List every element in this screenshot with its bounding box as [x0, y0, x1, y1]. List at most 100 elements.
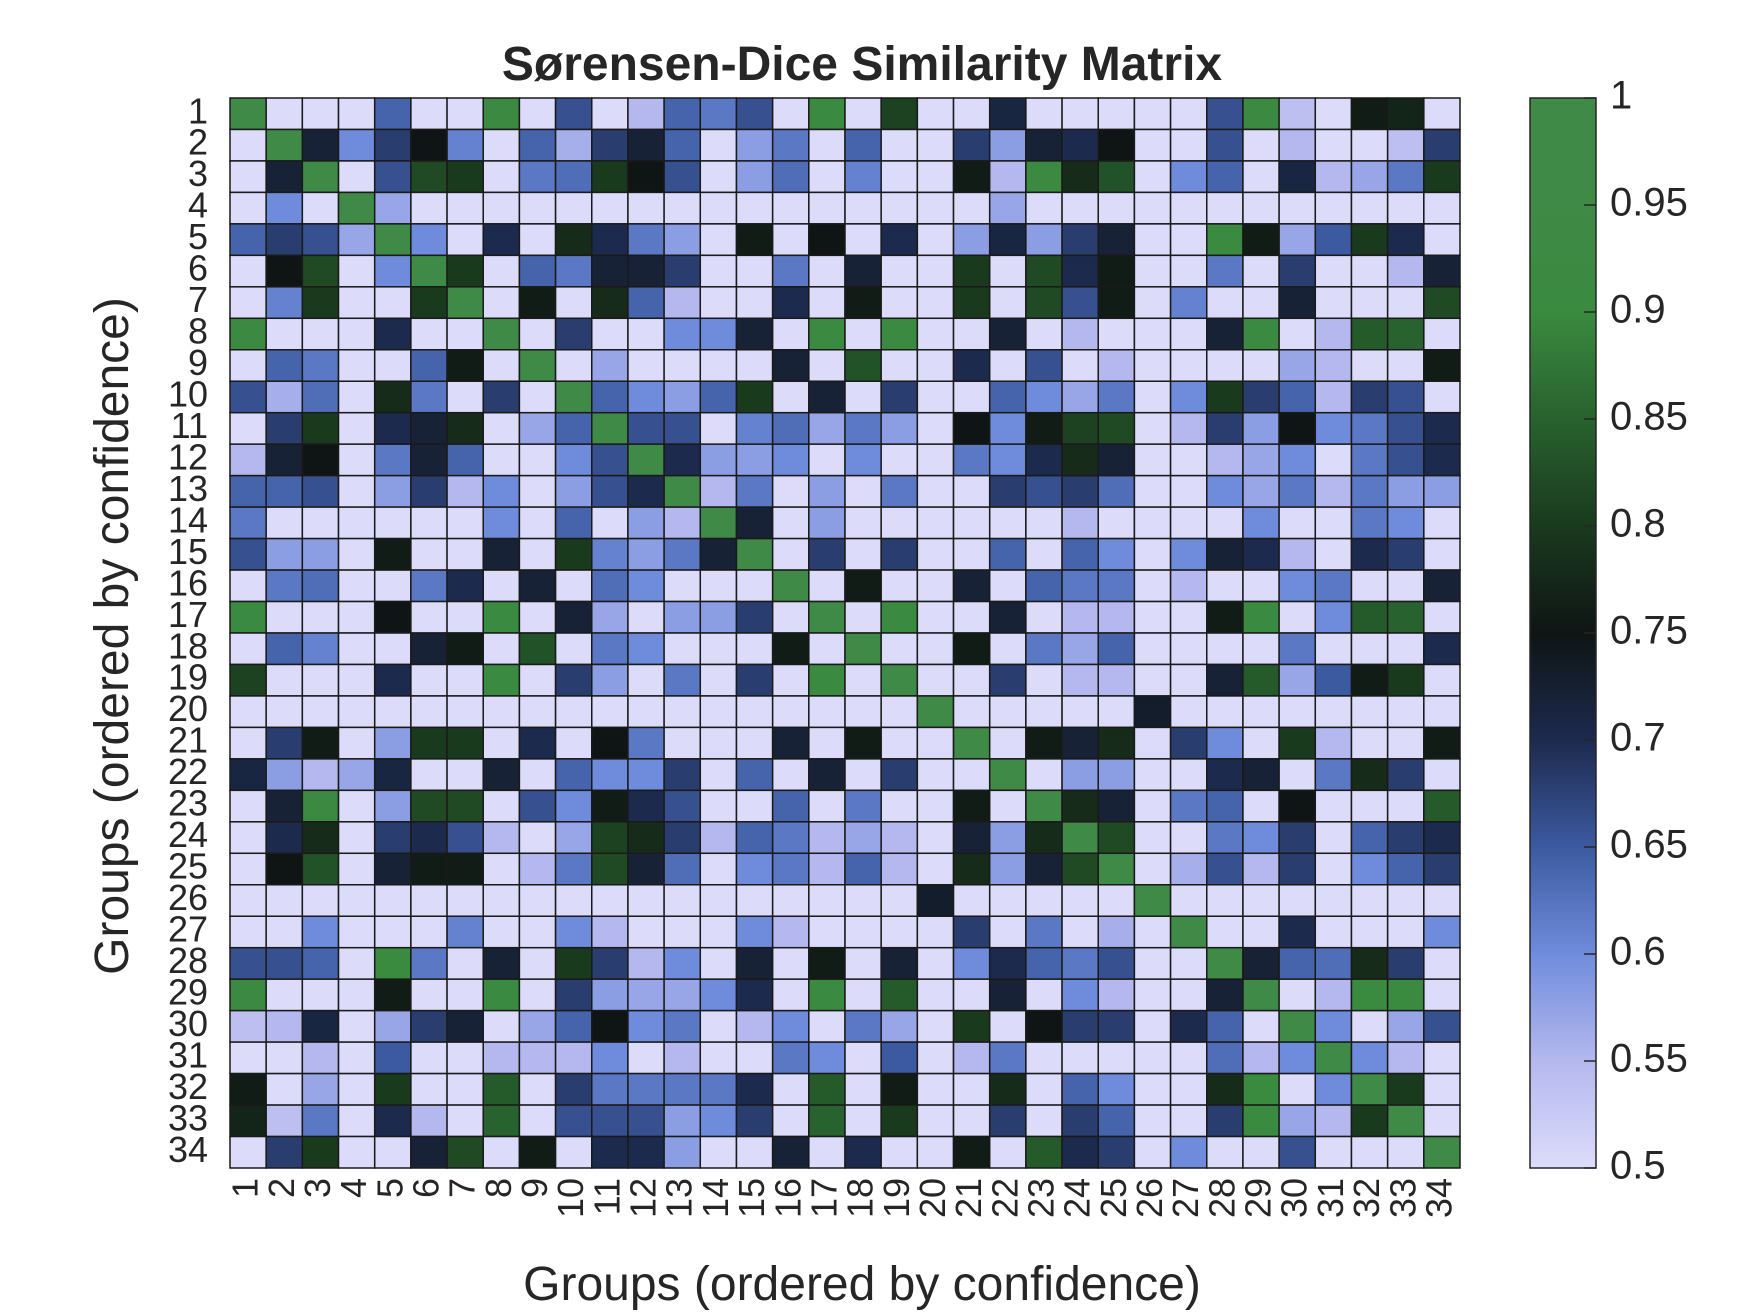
heatmap-cell: [591, 474, 629, 508]
heatmap-cell: [1314, 1135, 1353, 1169]
heatmap-cell: [1386, 663, 1425, 697]
heatmap-cell: [1314, 474, 1353, 508]
heatmap-cell: [518, 317, 557, 351]
heatmap-cell: [1242, 789, 1280, 823]
heatmap-cell: [844, 569, 882, 603]
heatmap-cell: [265, 915, 304, 949]
heatmap-cell: [554, 821, 593, 855]
heatmap-cell: [1386, 537, 1425, 571]
heatmap-cell: [410, 632, 448, 666]
heatmap-cell: [229, 978, 267, 1012]
heatmap-cell: [1097, 317, 1136, 351]
heatmap-cell: [301, 946, 340, 980]
x-tick-label: 22: [984, 1178, 1025, 1218]
heatmap-cell: [916, 946, 955, 980]
heatmap-cell: [663, 789, 702, 823]
heatmap-cell: [554, 600, 593, 634]
y-tick-label: 29: [168, 971, 208, 1012]
heatmap-cell: [337, 1072, 376, 1106]
heatmap-cell: [1314, 695, 1353, 729]
heatmap-cell: [1423, 286, 1461, 320]
heatmap-cell: [1025, 632, 1063, 666]
heatmap-cell: [952, 789, 991, 823]
heatmap-cell: [410, 1135, 448, 1169]
heatmap-cell: [301, 789, 340, 823]
heatmap-cell: [1025, 1135, 1063, 1169]
heatmap-cell: [1314, 663, 1353, 697]
heatmap-cell: [1133, 1104, 1172, 1138]
y-tick-label: 12: [168, 436, 208, 477]
colorbar-tick-label: 0.9: [1610, 288, 1666, 332]
heatmap-cell: [627, 474, 665, 508]
heatmap-cell: [1061, 789, 1099, 823]
heatmap-cell: [1242, 349, 1280, 382]
heatmap-cell: [1386, 474, 1425, 508]
heatmap-cell: [771, 569, 810, 603]
heatmap-cell: [591, 349, 629, 382]
heatmap-cell: [337, 349, 376, 382]
heatmap-cell: [771, 1104, 810, 1138]
heatmap-cell: [1061, 443, 1099, 477]
heatmap-cell: [880, 915, 919, 949]
heatmap-cell: [663, 317, 702, 351]
heatmap-cell: [1133, 128, 1172, 162]
heatmap-cell: [518, 97, 557, 131]
heatmap-cell: [735, 128, 774, 162]
heatmap-cell: [735, 411, 774, 445]
heatmap-cell: [410, 978, 448, 1012]
heatmap-cell: [482, 223, 521, 257]
y-tick-label: 34: [168, 1129, 208, 1170]
heatmap-cell: [446, 600, 484, 634]
heatmap-cell: [518, 946, 557, 980]
heatmap-cell: [265, 160, 304, 194]
heatmap-cell: [627, 411, 665, 445]
heatmap-cell: [337, 946, 376, 980]
heatmap-cell: [663, 411, 702, 445]
heatmap-cell: [916, 506, 955, 540]
heatmap-cell: [1097, 821, 1136, 855]
heatmap-cell: [1386, 569, 1425, 603]
heatmap-cell: [880, 1009, 919, 1043]
heatmap-cell: [1097, 128, 1136, 162]
heatmap-cell: [229, 915, 267, 949]
heatmap-cell: [627, 128, 665, 162]
x-tick-label: 33: [1382, 1178, 1423, 1218]
y-tick-label: 11: [171, 405, 208, 446]
heatmap-cell: [482, 663, 521, 697]
heatmap-cell: [916, 443, 955, 477]
heatmap-cell: [1061, 97, 1099, 131]
heatmap-cell: [1386, 349, 1425, 382]
heatmap-cell: [482, 821, 521, 855]
heatmap-cell: [988, 1104, 1027, 1138]
heatmap-cell: [229, 852, 267, 886]
heatmap-cell: [265, 1009, 304, 1043]
heatmap-cell: [1242, 915, 1280, 949]
heatmap-cell: [554, 128, 593, 162]
heatmap-cell: [591, 537, 629, 571]
heatmap-cell: [1025, 160, 1063, 194]
heatmap-cell: [1061, 1009, 1099, 1043]
heatmap-cell: [808, 884, 846, 917]
heatmap-cell: [663, 663, 702, 697]
heatmap-cell: [482, 537, 521, 571]
heatmap-cell: [1423, 380, 1461, 414]
heatmap-cell: [1133, 632, 1172, 666]
heatmap-cell: [591, 1009, 629, 1043]
heatmap-cell: [771, 789, 810, 823]
heatmap-cell: [410, 600, 448, 634]
heatmap-cell: [591, 789, 629, 823]
heatmap-cell: [1350, 537, 1389, 571]
heatmap-cell: [1061, 506, 1099, 540]
heatmap-cell: [591, 160, 629, 194]
x-tick-label: 16: [767, 1178, 808, 1218]
heatmap-cell: [482, 160, 521, 194]
heatmap-cell: [554, 537, 593, 571]
heatmap-cell: [1314, 97, 1353, 131]
heatmap-cell: [735, 1041, 774, 1075]
heatmap-cell: [373, 821, 412, 855]
heatmap-cell: [518, 506, 557, 540]
heatmap-cell: [735, 726, 774, 760]
heatmap-cell: [952, 600, 991, 634]
heatmap-cell: [1314, 191, 1353, 225]
heatmap-cell: [265, 411, 304, 445]
